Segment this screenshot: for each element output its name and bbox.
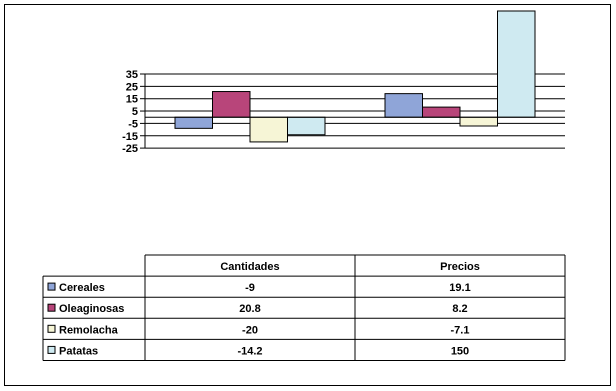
table-value: 8.2 (452, 303, 467, 315)
table-value: -14.2 (237, 345, 262, 357)
category-label: Precios (440, 261, 480, 273)
y-tick-label: 35 (126, 69, 138, 81)
category-label: Cantidades (220, 261, 279, 273)
y-tick-label: 15 (126, 94, 138, 106)
data-table: Cantidades Precios Cereales -9 19.1 Oleaginos… (42, 254, 566, 361)
bar-oleaginosas (212, 91, 251, 118)
y-tick-label: 5 (132, 106, 138, 118)
legend-label: Remolacha (59, 324, 119, 336)
table-value: -20 (242, 324, 258, 336)
y-tick-label: -5 (128, 118, 138, 130)
legend-swatch (47, 282, 56, 291)
bar-cereales (174, 116, 213, 129)
legend-swatch (47, 324, 56, 333)
y-tick-label: 25 (126, 81, 138, 93)
table-value: 19.1 (449, 282, 470, 294)
bar-remolacha (249, 116, 288, 143)
bar-patatas (497, 10, 536, 118)
legend-swatch (47, 345, 56, 354)
y-tick-label: -15 (122, 131, 138, 143)
bars (145, 10, 565, 143)
chart-frame: 35 25 15 5 -5 -15 -25 Cantidades Precios Cereale… (4, 4, 611, 386)
bar-oleaginosas (422, 106, 461, 118)
table-value: -9 (245, 282, 255, 294)
legend-swatch (47, 303, 56, 312)
table-value: 150 (451, 345, 469, 357)
legend-label: Oleaginosas (59, 303, 124, 315)
table-value: 20.8 (239, 303, 260, 315)
y-tick-label: -25 (122, 143, 138, 155)
legend-label: Cereales (59, 282, 105, 294)
legend-label: Patatas (59, 345, 98, 357)
bar-remolacha (459, 116, 498, 127)
bar-patatas (287, 116, 326, 136)
bar-cereales (384, 93, 423, 118)
table-value: -7.1 (451, 324, 470, 336)
